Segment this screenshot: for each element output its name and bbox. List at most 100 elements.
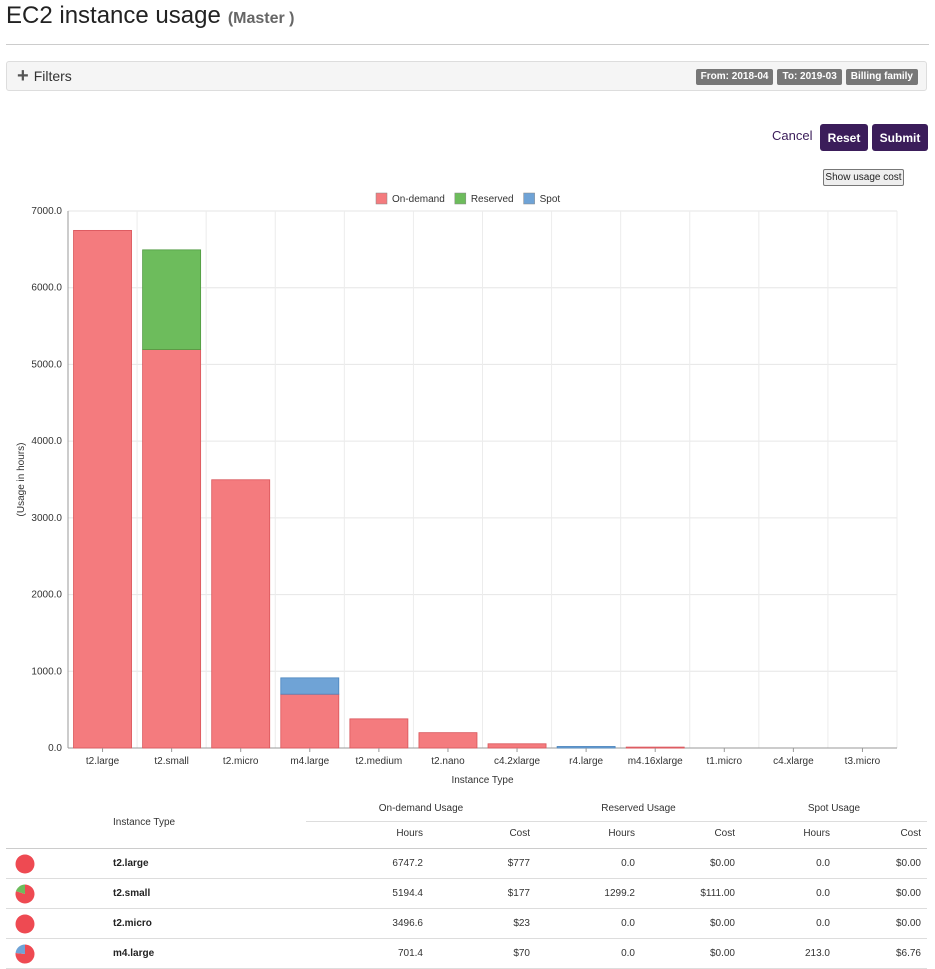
x-tick-label: t3.micro — [845, 756, 881, 767]
x-tick-label: t2.small — [154, 756, 188, 767]
table-row[interactable]: t2.micro 3496.6 $23 0.0 $0.00 0.0 $0.00 — [6, 909, 927, 939]
on-demand-hours-cell: 6747.2 — [392, 858, 423, 869]
bar-on-demand-t2-small — [142, 349, 202, 749]
legend-swatch — [375, 192, 388, 205]
reserved-cost-cell: $111.00 — [700, 888, 735, 899]
instance-type-cell: t2.large — [113, 858, 149, 869]
table-header-divider — [6, 848, 927, 849]
pie-slice — [15, 854, 35, 874]
instance-type-cell: t2.micro — [113, 918, 152, 929]
table-row[interactable]: t2.small 5194.4 $177 1299.2 $111.00 0.0 … — [6, 879, 927, 909]
bar-spot-m4-large — [280, 677, 340, 695]
y-tick-label: 5000.0 — [31, 359, 62, 370]
legend-label: Reserved — [471, 194, 514, 205]
x-tick-label: t1.micro — [707, 756, 743, 767]
filter-badge-from: From: 2018-04 — [695, 69, 774, 85]
bar-on-demand-t2-medium — [349, 718, 409, 749]
spot-hours-header: Hours — [803, 828, 830, 839]
y-tick-label: 1000.0 — [31, 666, 62, 677]
spot-usage-header: Spot Usage — [807, 803, 861, 814]
legend-swatch — [454, 192, 467, 205]
bar-on-demand-c4-2xlarge — [487, 743, 547, 749]
bar-on-demand-m4-large — [280, 693, 340, 749]
on-demand-hours-cell: 5194.4 — [392, 888, 423, 899]
page-subtitle: (Master ) — [227, 10, 295, 27]
show-usage-cost-button[interactable]: Show usage cost — [823, 169, 904, 186]
x-tick-label: m4.16xlarge — [628, 756, 683, 767]
reserved-cost-cell: $0.00 — [709, 858, 735, 869]
legend-label: On-demand — [392, 194, 445, 205]
x-tick-label: t2.micro — [223, 756, 259, 767]
filters-toggle[interactable]: + Filters — [17, 66, 72, 86]
bar-reserved-t2-small — [142, 249, 202, 350]
filter-badge-billing-family: Billing family — [845, 69, 918, 85]
y-tick-label: 2000.0 — [31, 590, 62, 601]
title-divider — [6, 44, 929, 45]
y-tick-label: 3000.0 — [31, 513, 62, 524]
spot-cost-cell: $0.00 — [895, 918, 921, 929]
x-tick-label: t2.medium — [356, 756, 403, 767]
x-tick-label: t2.large — [86, 756, 120, 767]
reserved-hours-cell: 0.0 — [621, 918, 635, 929]
y-tick-label: 4000.0 — [31, 436, 62, 447]
spot-cost-header: Cost — [900, 828, 921, 839]
pie-slice — [15, 884, 25, 894]
on-demand-hours-cell: 3496.6 — [392, 918, 423, 929]
x-tick-label: r4.large — [569, 756, 603, 767]
spot-hours-cell: 0.0 — [816, 918, 830, 929]
reserved-cost-cell: $0.00 — [709, 948, 735, 959]
bar-on-demand-m4-16xlarge — [625, 746, 685, 749]
on-demand-cost-header: Cost — [509, 828, 530, 839]
bar-on-demand-t2-micro — [211, 479, 271, 749]
on-demand-cost-cell: $70 — [513, 948, 530, 959]
reserved-cost-header: Cost — [714, 828, 735, 839]
usage-chart: 0.0 1000.0 2000.0 3000.0 4000.0 5000.0 6000.0 7… — [16, 192, 898, 786]
reserved-hours-cell: 0.0 — [621, 858, 635, 869]
instance-type-header: Instance Type — [113, 817, 176, 828]
bar-on-demand-t2-nano — [418, 732, 478, 749]
on-demand-cost-cell: $177 — [507, 888, 530, 899]
x-tick-label: m4.large — [290, 756, 329, 767]
usage-share-pie-icon — [15, 914, 35, 934]
reserved-usage-header: Reserved Usage — [601, 803, 676, 814]
on-demand-hours-cell: 701.4 — [397, 948, 423, 959]
usage-share-pie-icon — [15, 854, 35, 874]
instance-type-cell: m4.large — [113, 948, 155, 959]
bar-spot-r4-large — [556, 746, 616, 749]
table-row[interactable]: t2.large 6747.2 $777 0.0 $0.00 0.0 $0.00 — [6, 849, 927, 879]
on-demand-cost-cell: $23 — [513, 918, 530, 929]
reserved-hours-cell: 1299.2 — [604, 888, 635, 899]
x-tick-label: c4.xlarge — [773, 756, 814, 767]
usage-share-pie-icon — [15, 884, 35, 904]
pie-slice — [15, 944, 25, 954]
reset-button[interactable]: Reset — [820, 124, 868, 151]
spot-cost-cell: $0.00 — [895, 858, 921, 869]
reserved-cost-cell: $0.00 — [709, 918, 735, 929]
spot-hours-cell: 213.0 — [804, 948, 830, 959]
group-header-divider — [306, 821, 927, 822]
pie-slice — [15, 944, 35, 964]
table-row[interactable]: m4.large 701.4 $70 0.0 $0.00 213.0 $6.76 — [6, 939, 927, 969]
plus-icon: + — [17, 65, 29, 87]
y-tick-label: 7000.0 — [31, 206, 62, 217]
spot-hours-cell: 0.0 — [816, 858, 830, 869]
y-axis-title: (Usage in hours) — [16, 443, 27, 517]
legend-swatch — [523, 192, 535, 205]
page-title: EC2 instance usage — [6, 2, 221, 29]
on-demand-hours-header: Hours — [396, 828, 423, 839]
submit-button[interactable]: Submit — [872, 124, 928, 151]
on-demand-cost-cell: $777 — [507, 858, 530, 869]
filters-label: Filters — [33, 68, 72, 84]
legend-label: Spot — [540, 194, 561, 205]
spot-hours-cell: 0.0 — [816, 888, 830, 899]
x-tick-label: c4.2xlarge — [494, 756, 541, 767]
x-tick-label: t2.nano — [431, 756, 465, 767]
pie-slice — [15, 914, 35, 934]
filter-badges: From: 2018-04 To: 2019-03 Billing family — [695, 69, 918, 85]
spot-cost-cell: $0.00 — [895, 888, 921, 899]
on-demand-usage-header: On-demand Usage — [378, 803, 464, 814]
y-tick-label: 6000.0 — [31, 283, 62, 294]
cancel-link[interactable]: Cancel — [772, 128, 813, 143]
bar-on-demand-t2-large — [73, 229, 132, 749]
filter-badge-to: To: 2019-03 — [777, 69, 842, 85]
